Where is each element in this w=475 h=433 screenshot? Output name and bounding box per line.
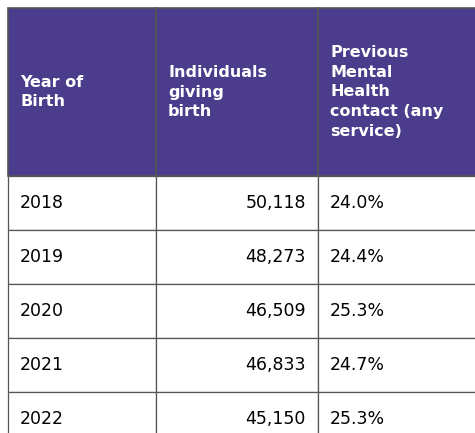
Bar (8, 284, 156, 338)
Text: 2018: 2018 (20, 194, 64, 212)
Bar (8, 176, 156, 230)
Bar (318, 8, 475, 176)
Bar (8, 392, 156, 433)
Bar (318, 284, 475, 338)
Bar (8, 8, 156, 176)
Bar (318, 230, 475, 284)
Text: Year of
Birth: Year of Birth (20, 74, 83, 110)
Text: 48,273: 48,273 (246, 248, 306, 266)
Text: 45,150: 45,150 (246, 410, 306, 428)
Bar (318, 338, 475, 392)
Text: 46,509: 46,509 (246, 302, 306, 320)
Bar (156, 176, 318, 230)
Text: Individuals
giving
birth: Individuals giving birth (168, 65, 267, 120)
Bar (156, 230, 318, 284)
Text: 2021: 2021 (20, 356, 64, 374)
Text: 2020: 2020 (20, 302, 64, 320)
Bar (318, 176, 475, 230)
Bar (156, 284, 318, 338)
Text: 2019: 2019 (20, 248, 64, 266)
Bar (8, 338, 156, 392)
Bar (156, 8, 318, 176)
Bar (156, 392, 318, 433)
Text: 46,833: 46,833 (246, 356, 306, 374)
Text: 25.3%: 25.3% (330, 302, 385, 320)
Text: Previous
Mental
Health
contact (any
service): Previous Mental Health contact (any serv… (330, 45, 443, 139)
Text: 24.4%: 24.4% (330, 248, 385, 266)
Text: 24.7%: 24.7% (330, 356, 385, 374)
Bar (318, 392, 475, 433)
Text: 24.0%: 24.0% (330, 194, 385, 212)
Text: 2022: 2022 (20, 410, 64, 428)
Bar (8, 230, 156, 284)
Bar (156, 338, 318, 392)
Text: 50,118: 50,118 (246, 194, 306, 212)
Text: 25.3%: 25.3% (330, 410, 385, 428)
